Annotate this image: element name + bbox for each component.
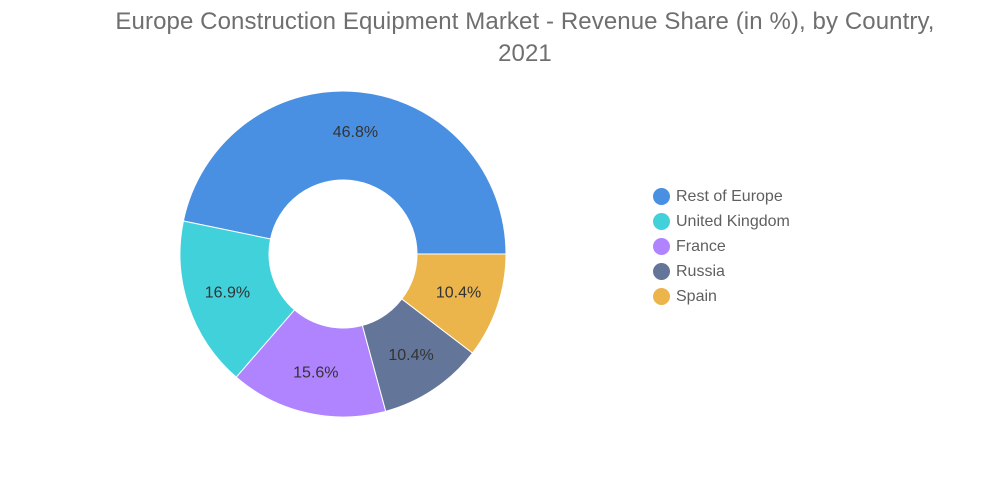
slice-spain — [401, 253, 507, 354]
legend-swatch — [653, 263, 670, 280]
legend-swatch — [653, 238, 670, 255]
legend-item-russia: Russia — [653, 259, 790, 284]
chart-legend: Rest of Europe United Kingdom France Russia… — [653, 184, 790, 309]
legend-label: France — [676, 237, 726, 255]
donut-slices — [179, 90, 507, 418]
data-label-russia: 10.4% — [388, 347, 433, 364]
legend-item-spain: Spain — [653, 284, 790, 309]
legend-swatch — [653, 288, 670, 305]
data-label-spain: 10.4% — [436, 285, 481, 302]
slice-france — [235, 309, 387, 418]
legend-label: Spain — [676, 287, 717, 305]
data-label-rest-of-europe: 46.8% — [333, 124, 378, 141]
donut-slice-labels: 46.8% 16.9% 15.6% 10.4% 10.4% — [205, 124, 481, 381]
legend-item-united-kingdom: United Kingdom — [653, 209, 790, 234]
slice-rest-of-europe — [182, 90, 507, 255]
data-label-france: 15.6% — [293, 364, 338, 381]
legend-label: Rest of Europe — [676, 187, 783, 205]
data-label-united-kingdom: 16.9% — [205, 285, 250, 302]
legend-item-france: France — [653, 234, 790, 259]
legend-label: United Kingdom — [676, 212, 790, 230]
legend-swatch — [653, 188, 670, 205]
chart-title: Europe Construction Equipment Market - R… — [115, 8, 935, 67]
legend-label: Russia — [676, 262, 725, 280]
slice-united-kingdom — [179, 220, 296, 378]
legend-swatch — [653, 213, 670, 230]
legend-item-rest-of-europe: Rest of Europe — [653, 184, 790, 209]
